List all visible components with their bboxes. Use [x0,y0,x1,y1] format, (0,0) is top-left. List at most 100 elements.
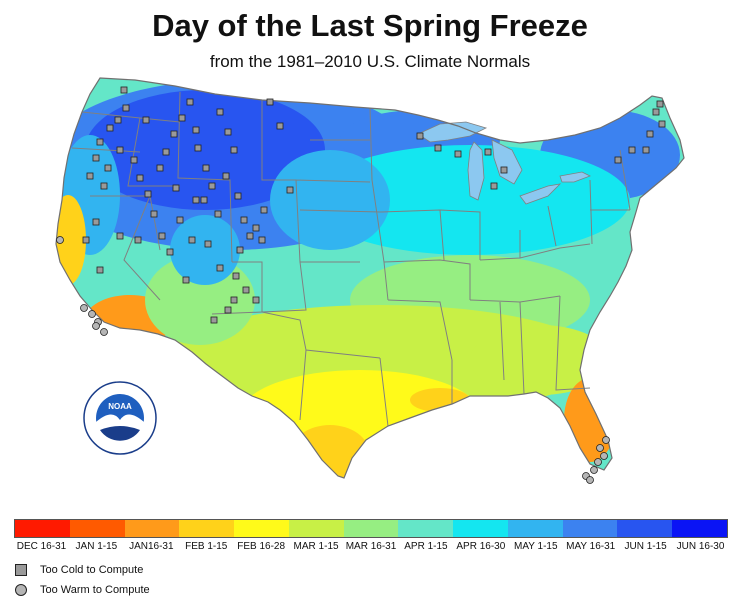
too-cold-marker [188,236,196,244]
too-cold-marker [454,150,462,158]
too-cold-marker [224,128,232,136]
too-cold-marker [646,130,654,138]
great-lakes [417,121,591,205]
too-cold-marker [170,130,178,138]
too-cold-marker [120,86,128,94]
too-warm-marker [56,236,64,244]
legend-swatch [507,520,563,537]
too-cold-marker [114,116,122,124]
state-boundaries [71,91,631,427]
too-cold-marker [216,264,224,272]
legend-swatch [288,520,344,537]
too-cold-marker [222,172,230,180]
legend-swatch [15,520,70,537]
legend-swatch [398,520,454,537]
too-warm-marker [602,436,610,444]
too-cold-marker [150,210,158,218]
too-cold-marker [484,148,492,156]
legend-labels: DEC 16-31 JAN 1-15 JAN16-31 FEB 1-15 FEB 16-… [14,541,728,555]
too-cold-marker [192,126,200,134]
too-warm-label: Too Warm to Compute [40,584,150,596]
too-cold-marker [614,156,622,164]
too-cold-marker [100,182,108,190]
too-cold-marker [186,98,194,106]
too-cold-marker [214,210,222,218]
too-warm-marker [80,304,88,312]
legend-swatch [672,520,727,537]
legend-swatch [617,520,673,537]
too-cold-marker [242,286,250,294]
too-cold-marker [500,166,508,174]
legend-swatch [179,520,235,537]
circle-marker-icon [15,584,27,596]
too-warm-marker [586,476,594,484]
legend-label: JAN16-31 [129,541,174,552]
too-cold-marker [416,132,424,140]
legend-swatch [124,520,180,537]
too-cold-marker [116,232,124,240]
us-freeze-map: NOAA [55,77,685,484]
map-title: Day of the Last Spring Freeze [152,8,588,43]
too-cold-marker [208,182,216,190]
too-cold-marker [252,224,260,232]
legend-label: APR 1-15 [404,541,448,552]
too-warm-marker [600,452,608,460]
legend-label: JAN 1-15 [75,541,118,552]
too-cold-marker [652,108,660,116]
too-cold-marker [92,218,100,226]
too-cold-label: Too Cold to Compute [40,564,144,576]
too-cold-marker [260,206,268,214]
too-cold-marker [230,146,238,154]
legend-label: JUN 1-15 [624,541,667,552]
too-cold-marker [192,196,200,204]
legend-label: FEB 1-15 [185,541,228,552]
noaa-logo: NOAA [83,381,157,455]
lake-superior [417,121,488,143]
legend-label: JUN 16-30 [676,541,725,552]
too-warm-legend: Too Warm to Compute [15,582,150,598]
too-cold-marker [92,154,100,162]
too-cold-marker [266,98,274,106]
too-cold-marker [162,148,170,156]
too-cold-marker [130,156,138,164]
too-cold-marker [252,296,260,304]
too-cold-legend: Too Cold to Compute [15,562,143,578]
too-cold-marker [246,232,254,240]
square-marker-icon [15,564,27,576]
too-warm-marker [92,322,100,330]
too-warm-marker [596,444,604,452]
legend-label: MAY 16-31 [566,541,616,552]
too-cold-marker [136,174,144,182]
too-warm-markers [56,236,610,484]
legend-label: FEB 16-28 [237,541,286,552]
too-cold-marker [224,306,232,314]
legend-color-bar [14,519,728,538]
legend-label: MAR 1-15 [293,541,339,552]
too-cold-marker [176,216,184,224]
too-cold-marker [434,144,442,152]
too-cold-marker [232,272,240,280]
too-cold-marker [258,236,266,244]
too-warm-marker [590,466,598,474]
too-cold-marker [286,186,294,194]
too-cold-marker [658,120,666,128]
too-cold-marker [144,190,152,198]
legend-swatch [453,520,508,537]
too-cold-marker [642,146,650,154]
too-cold-marker [172,184,180,192]
too-warm-marker [100,328,108,336]
legend-swatch [69,520,125,537]
legend-swatch [343,520,399,537]
legend-label: MAY 1-15 [513,541,558,552]
too-cold-marker [216,108,224,116]
legend-swatch [234,520,289,537]
too-cold-marker [116,146,124,154]
too-cold-marker [194,144,202,152]
too-cold-marker [106,124,114,132]
noaa-logo-text: NOAA [108,402,132,411]
lake-michigan [467,141,485,201]
too-cold-marker [236,246,244,254]
too-cold-marker [96,266,104,274]
too-cold-marker [86,172,94,180]
legend-label: DEC 16-31 [16,541,67,552]
